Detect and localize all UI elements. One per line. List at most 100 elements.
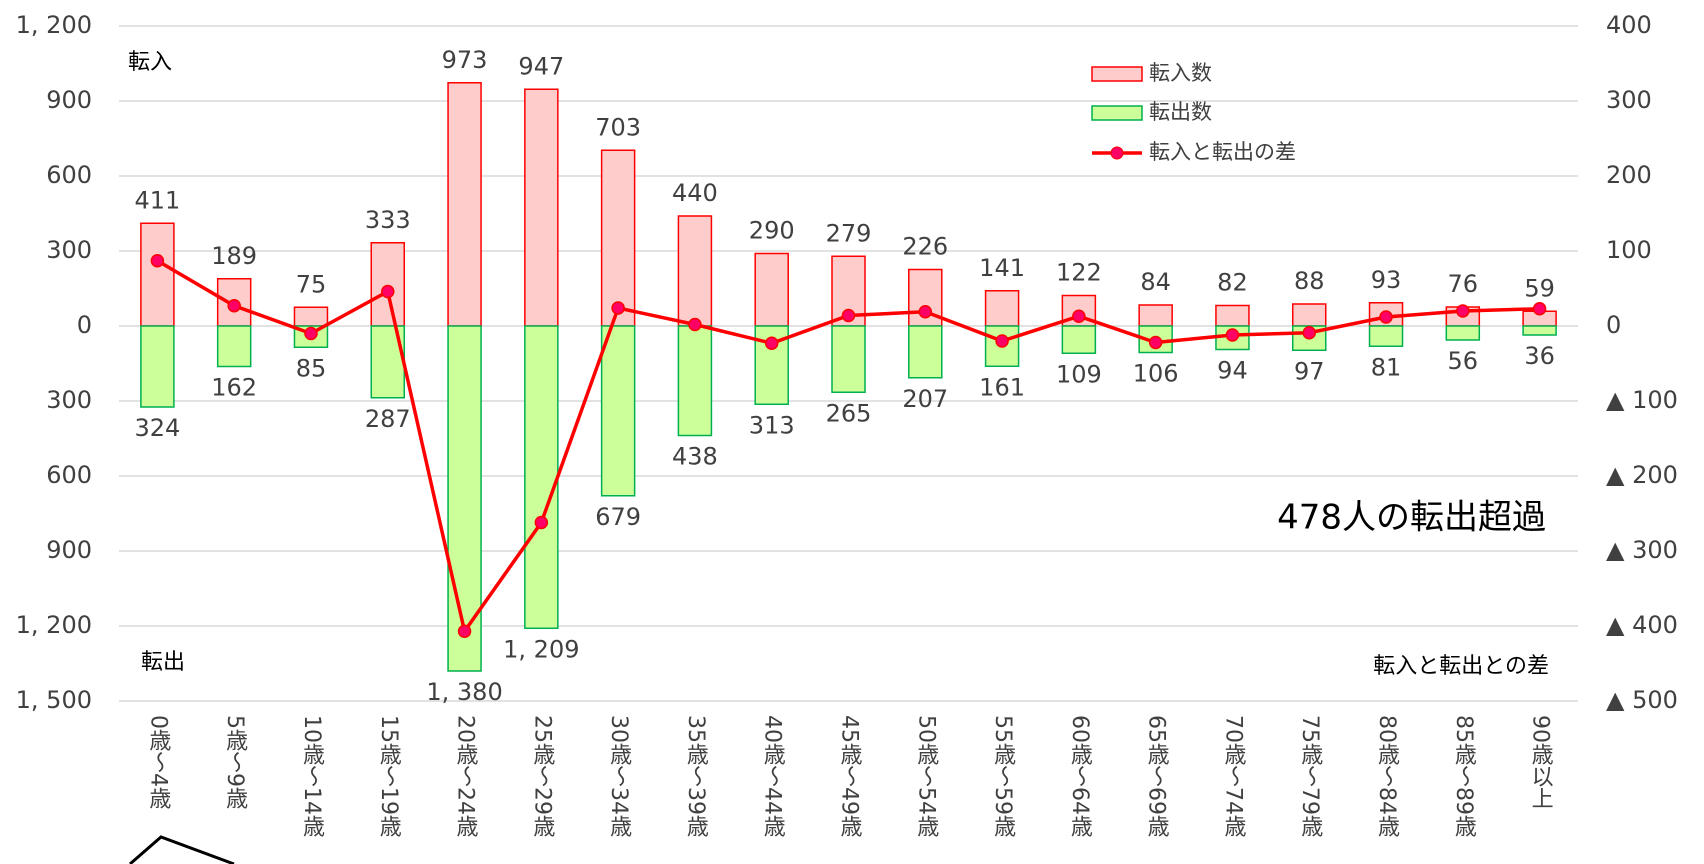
marker xyxy=(764,336,779,350)
x-tick-label: 60歳～64歳 xyxy=(1067,715,1093,837)
data-label: 94 xyxy=(1217,357,1248,385)
data-label: 88 xyxy=(1294,267,1325,295)
y-tick-label: 0 xyxy=(77,311,92,339)
bar xyxy=(908,325,943,379)
y-tick-label: 900 xyxy=(46,536,92,564)
bar xyxy=(677,215,713,327)
y2-tick-label: 300 xyxy=(1606,86,1652,114)
y-tick-label: 1, 200 xyxy=(16,11,92,39)
marker xyxy=(611,301,625,315)
marker xyxy=(1225,328,1240,342)
data-label: 411 xyxy=(134,186,180,214)
legend-swatch xyxy=(1091,105,1143,121)
marker xyxy=(381,284,395,299)
data-label: 106 xyxy=(1133,360,1179,388)
data-label: 279 xyxy=(826,219,872,247)
bar xyxy=(370,242,406,327)
data-label: 333 xyxy=(365,206,411,234)
x-tick-label: 55歳～59歳 xyxy=(990,715,1016,837)
bar xyxy=(1138,304,1173,327)
marker xyxy=(841,308,856,323)
data-label: 1, 209 xyxy=(503,635,579,663)
x-tick-label: 70歳～74歳 xyxy=(1220,715,1246,837)
bar xyxy=(447,325,482,672)
x-tick-label: 85歳～89歳 xyxy=(1451,715,1477,837)
y-tick-label: 300 xyxy=(46,386,92,414)
data-label: 122 xyxy=(1056,259,1102,287)
x-tick-label: 30歳～34歳 xyxy=(606,715,632,837)
y2-tick-label: 200 xyxy=(1606,161,1652,189)
annotation: 転入 xyxy=(128,50,172,75)
data-label: 287 xyxy=(365,405,411,433)
data-label: 141 xyxy=(979,254,1025,282)
legend-label: 転入と転出の差 xyxy=(1149,140,1296,164)
data-label: 313 xyxy=(749,411,795,439)
x-tick-label: 75歳～79歳 xyxy=(1297,715,1323,837)
data-label: 109 xyxy=(1056,360,1102,388)
legend-label: 転出数 xyxy=(1149,100,1212,124)
bar xyxy=(831,325,866,393)
data-label: 440 xyxy=(672,179,718,207)
data-label: 81 xyxy=(1371,353,1402,381)
marker xyxy=(1302,326,1316,340)
marker xyxy=(918,305,933,319)
data-label: 189 xyxy=(211,242,257,270)
legend-marker xyxy=(1110,146,1124,160)
marker xyxy=(1456,304,1470,318)
y-tick-label: 1, 200 xyxy=(16,611,92,639)
bar xyxy=(1522,325,1557,336)
y2-tick-label: ▲ 300 xyxy=(1606,536,1678,564)
data-label: 226 xyxy=(902,233,948,261)
data-label: 679 xyxy=(595,503,641,531)
data-label: 973 xyxy=(442,46,488,74)
bar xyxy=(1215,304,1250,327)
y2-tick-label: ▲ 400 xyxy=(1606,611,1678,639)
x-tick-label: 40歳～44歳 xyxy=(760,715,786,837)
y-tick-label: 600 xyxy=(46,461,92,489)
legend-swatch xyxy=(1091,66,1143,82)
callout-shape xyxy=(129,835,235,864)
bar xyxy=(447,82,482,327)
marker xyxy=(150,254,165,268)
marker xyxy=(1148,335,1163,350)
data-label: 84 xyxy=(1140,268,1171,296)
y2-tick-label: ▲ 500 xyxy=(1606,686,1678,714)
marker xyxy=(1532,302,1547,316)
y-tick-label: 900 xyxy=(46,86,92,114)
bar xyxy=(293,306,329,327)
y2-tick-label: 100 xyxy=(1606,236,1652,264)
data-label: 36 xyxy=(1524,342,1555,370)
annotation: 転出 xyxy=(141,650,185,675)
data-label: 290 xyxy=(749,217,795,245)
bar xyxy=(677,325,713,437)
data-label: 324 xyxy=(134,414,180,442)
bar xyxy=(600,149,636,327)
y2-tick-label: 400 xyxy=(1606,11,1652,39)
bar xyxy=(1061,325,1097,354)
x-tick-label: 15歳～19歳 xyxy=(376,715,402,837)
bar xyxy=(216,325,252,368)
x-tick-label: 25歳～29歳 xyxy=(529,715,555,837)
data-label: 56 xyxy=(1448,347,1479,375)
bar xyxy=(754,252,789,327)
bar xyxy=(140,222,175,327)
marker xyxy=(534,515,549,530)
data-label: 207 xyxy=(902,385,948,413)
y-tick-label: 1, 500 xyxy=(16,686,92,714)
x-tick-label: 20歳～24歳 xyxy=(453,715,479,837)
x-tick-label: 65歳～69歳 xyxy=(1144,715,1170,837)
x-tick-label: 10歳～14歳 xyxy=(299,715,325,837)
x-tick-label: 5歳～9歳 xyxy=(222,715,248,809)
bar xyxy=(1368,325,1404,347)
bar xyxy=(524,325,559,629)
marker xyxy=(227,299,241,313)
marker xyxy=(457,624,472,638)
data-label: 703 xyxy=(595,113,641,141)
marker xyxy=(995,334,1009,348)
annotation: 転入と転出との差 xyxy=(1373,654,1549,679)
y-tick-label: 300 xyxy=(46,236,92,264)
x-tick-label: 0歳～4歳 xyxy=(145,715,171,809)
y-tick-label: 600 xyxy=(46,161,92,189)
data-label: 85 xyxy=(296,354,327,382)
